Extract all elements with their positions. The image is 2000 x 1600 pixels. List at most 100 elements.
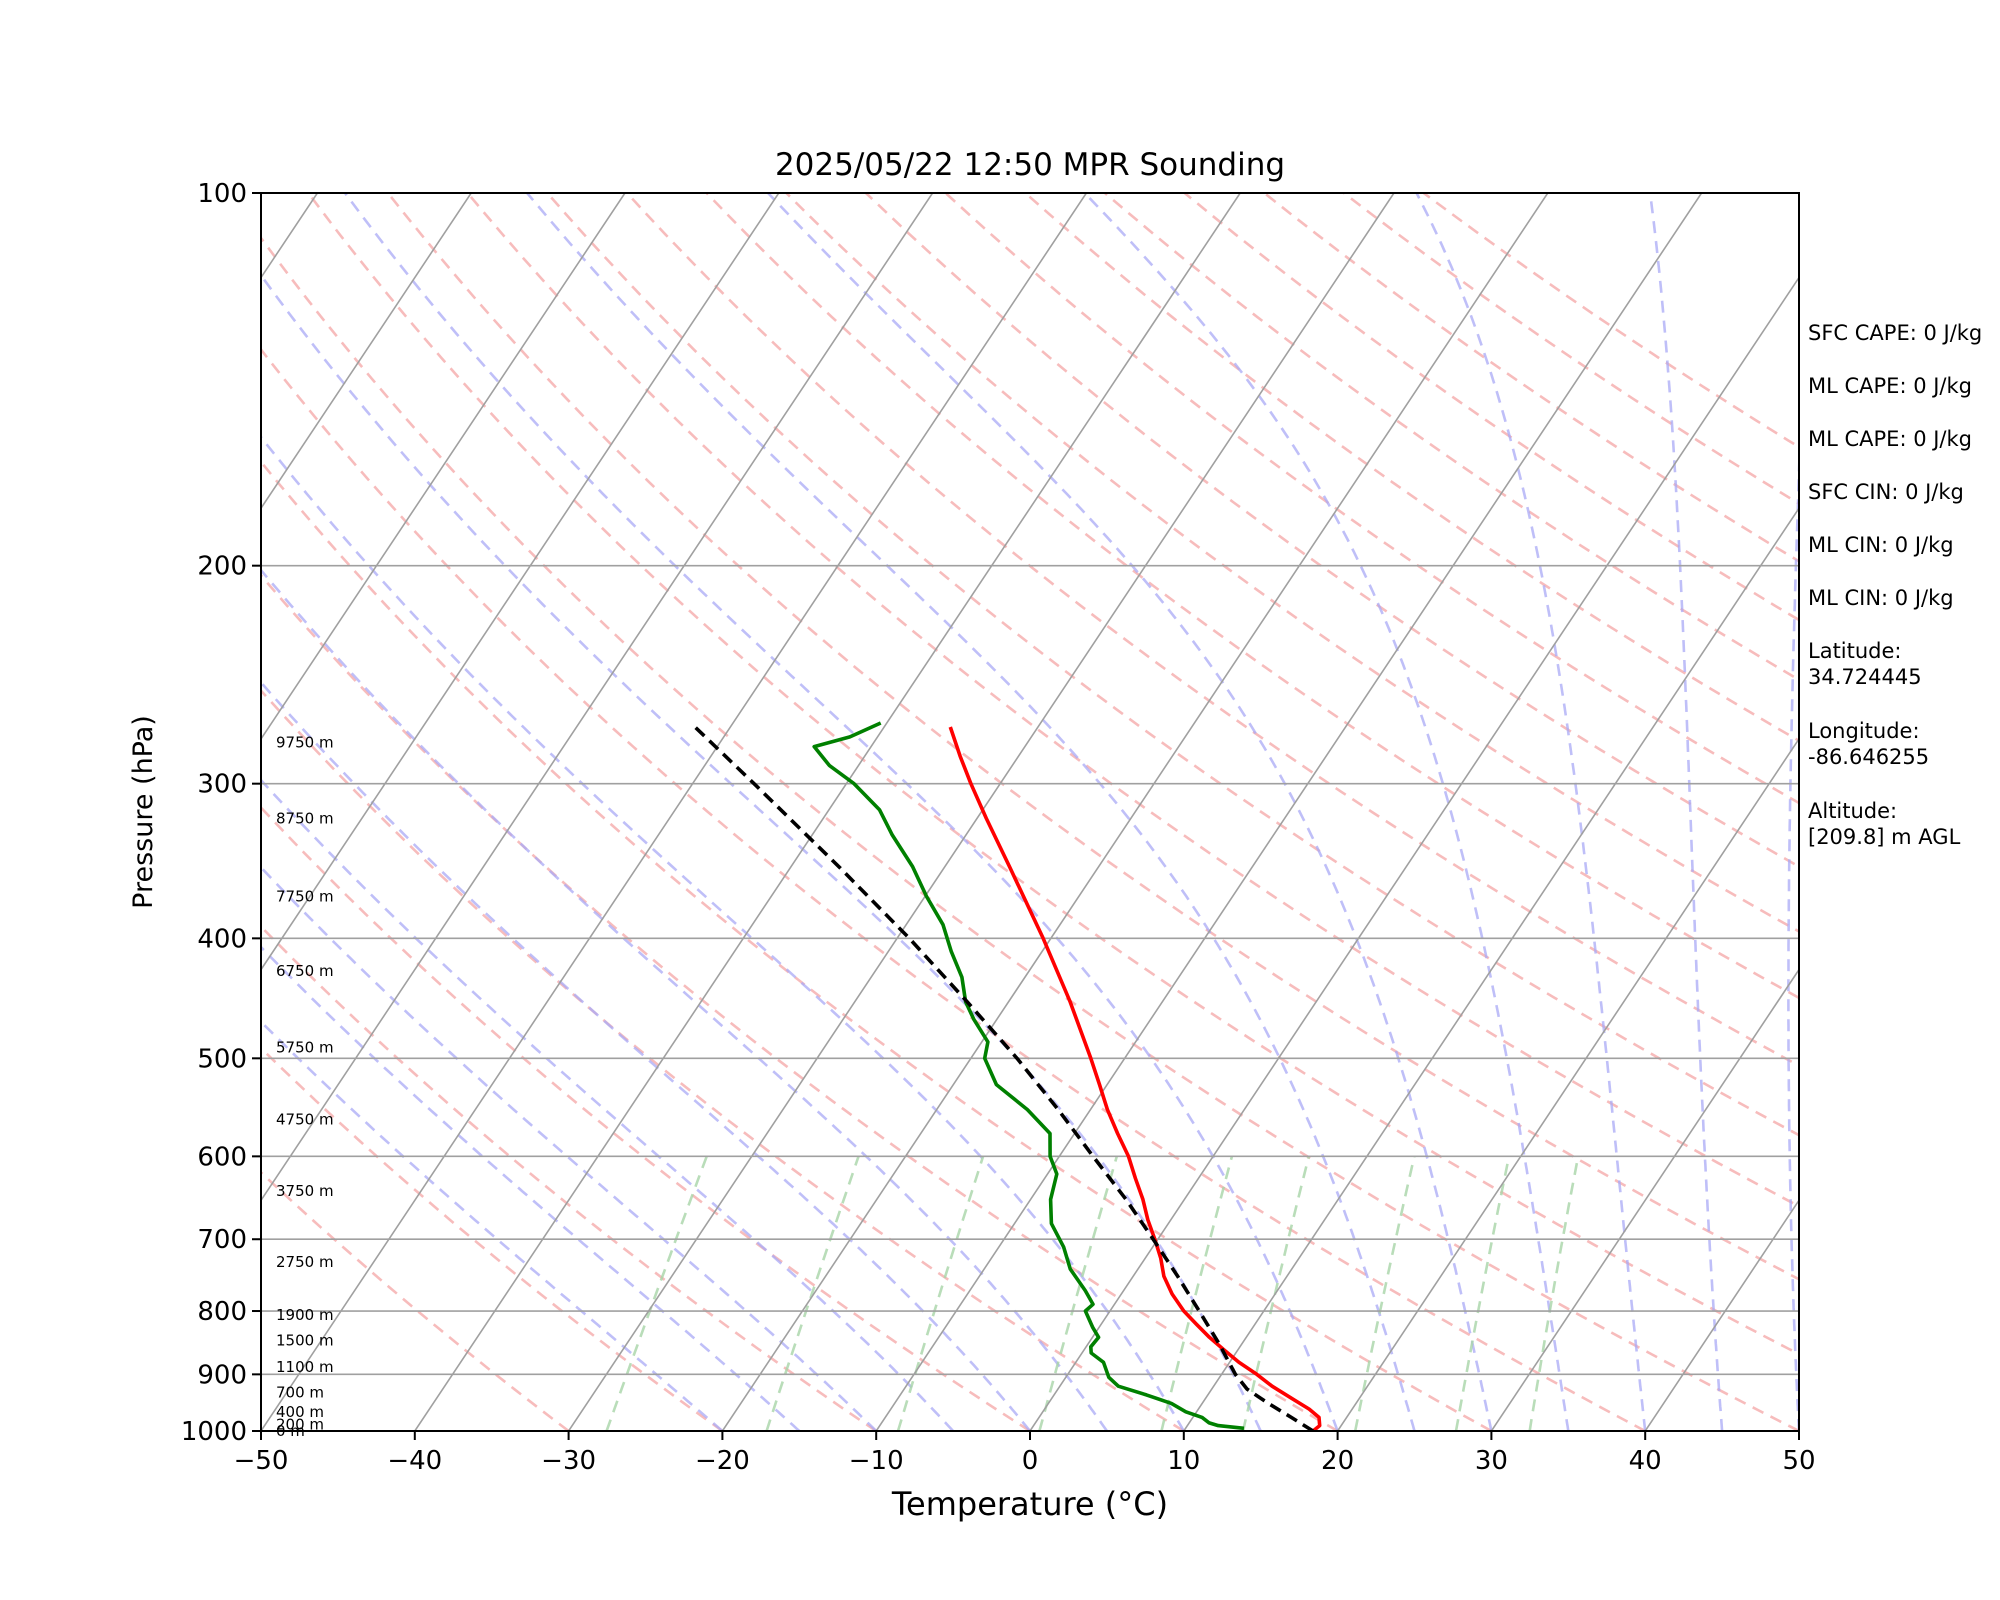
plot-frame <box>260 192 1800 1432</box>
dry-adiabat <box>1422 193 1799 449</box>
mixing-ratio-line <box>765 1155 860 1431</box>
dry-adiabat <box>785 193 1799 933</box>
dry-adiabat <box>466 193 1799 1208</box>
dry-adiabat <box>261 805 1031 1431</box>
height-label: 1100 m <box>276 1358 334 1376</box>
isotherm <box>1336 737 1799 1431</box>
dry-adiabat <box>261 1170 570 1431</box>
chart-title: 2025/05/22 12:50 MPR Sounding <box>775 147 1285 183</box>
x-tick-label: −50 <box>234 1446 289 1476</box>
moist-adiabat <box>1083 193 1570 1431</box>
moist-adiabat <box>261 1019 724 1431</box>
isotherm <box>1029 276 1799 1431</box>
dry-adiabat <box>705 193 1799 1000</box>
height-label: 700 m <box>276 1384 324 1402</box>
isotherm <box>567 193 1395 1431</box>
mixing-ratio-line <box>605 1155 708 1431</box>
dewpoint-profile <box>812 721 1245 1431</box>
height-label: 3750 m <box>276 1182 334 1200</box>
dry-adiabat <box>307 193 1799 1356</box>
sounding-annotation: SFC CIN: 0 J/kg <box>1808 480 1964 504</box>
moist-adiabat <box>261 865 878 1431</box>
dry-adiabat <box>1104 193 1799 682</box>
dry-adiabat <box>261 688 1185 1431</box>
sounding-annotation: SFC CAPE: 0 J/kg <box>1808 321 1983 345</box>
isotherm <box>261 193 626 741</box>
dry-adiabat <box>626 193 1799 1068</box>
moist-adiabat <box>261 945 801 1431</box>
height-label: 200 m <box>276 1416 324 1434</box>
x-tick-label: 30 <box>1475 1446 1508 1476</box>
dry-adiabat <box>546 193 1799 1137</box>
moist-adiabat <box>1787 434 1799 1431</box>
height-label: 400 m <box>276 1403 324 1421</box>
sounding-annotation: ML CAPE: 0 J/kg <box>1808 374 1973 398</box>
isotherm <box>1183 506 1799 1431</box>
height-label: 4750 m <box>276 1110 334 1128</box>
height-label: 2750 m <box>276 1253 334 1271</box>
moist-adiabat <box>261 680 1032 1431</box>
y-tick-label: 1000 <box>181 1417 247 1447</box>
isotherm <box>261 193 780 972</box>
y-tick-label: 300 <box>197 770 247 800</box>
y-tick-label: 500 <box>197 1044 247 1074</box>
x-tick-label: 10 <box>1167 1446 1200 1476</box>
mixing-ratio-line <box>1353 1156 1416 1431</box>
x-tick-label: −40 <box>387 1446 442 1476</box>
isotherm <box>875 193 1703 1431</box>
y-tick-label: 100 <box>197 179 247 209</box>
dry-adiabat <box>261 347 1646 1431</box>
mixing-ratio-line <box>896 1156 985 1431</box>
height-label: 6750 m <box>276 962 334 980</box>
moist-adiabat <box>343 193 1339 1431</box>
isotherm <box>0 193 10 1431</box>
height-label: 7750 m <box>276 887 334 905</box>
y-tick-label: 900 <box>197 1360 247 1390</box>
x-tick-label: 0 <box>1022 1446 1039 1476</box>
dry-adiabat <box>261 235 1799 1431</box>
x-tick-label: 40 <box>1629 1446 1662 1476</box>
sounding-annotation: ML CIN: 0 J/kg <box>1808 533 1954 557</box>
x-tick-label: −10 <box>849 1446 904 1476</box>
dry-adiabat <box>1024 193 1799 743</box>
moist-adiabat <box>261 778 955 1431</box>
y-tick-label: 800 <box>197 1297 247 1327</box>
dry-adiabat <box>261 924 877 1431</box>
moist-adiabat <box>261 273 1262 1431</box>
sounding-annotation: ML CIN: 0 J/kg <box>1808 586 1954 610</box>
isotherm <box>261 193 934 1202</box>
sounding-annotation: Longitude: -86.646255 <box>1808 719 1930 769</box>
y-tick-label: 400 <box>197 924 247 954</box>
moist-adiabat <box>767 193 1493 1431</box>
height-label: 1500 m <box>276 1331 334 1349</box>
height-label: 9750 m <box>276 734 334 752</box>
moist-adiabat <box>261 435 1185 1431</box>
parcel-profile <box>693 725 1314 1431</box>
dry-adiabat <box>386 193 1799 1281</box>
x-tick-label: 20 <box>1321 1446 1354 1476</box>
sounding-annotation: Altitude: [209.8] m AGL <box>1808 799 1961 849</box>
isotherm <box>261 193 1088 1431</box>
isotherm <box>414 193 1241 1431</box>
height-label: 1900 m <box>276 1306 334 1324</box>
x-axis-label: Temperature (°C) <box>891 1485 1168 1523</box>
y-tick-label: 700 <box>197 1225 247 1255</box>
y-tick-label: 600 <box>197 1142 247 1172</box>
moist-adiabat <box>1648 193 1724 1431</box>
isotherm <box>261 193 472 510</box>
isotherm <box>1644 1198 1799 1431</box>
x-tick-label: −20 <box>695 1446 750 1476</box>
isotherm <box>1490 968 1799 1431</box>
moist-adiabat <box>1415 193 1647 1431</box>
dry-adiabat <box>865 193 1799 869</box>
moist-adiabat <box>526 193 1416 1431</box>
dry-adiabat <box>261 573 1339 1431</box>
height-label: 5750 m <box>276 1038 334 1056</box>
dry-adiabat <box>1263 193 1799 563</box>
dry-adiabat <box>1343 193 1799 506</box>
x-tick-label: 50 <box>1782 1446 1815 1476</box>
moist-adiabat <box>261 568 1108 1431</box>
y-tick-label: 200 <box>197 552 247 582</box>
y-axis-label: Pressure (hPa) <box>128 715 159 909</box>
